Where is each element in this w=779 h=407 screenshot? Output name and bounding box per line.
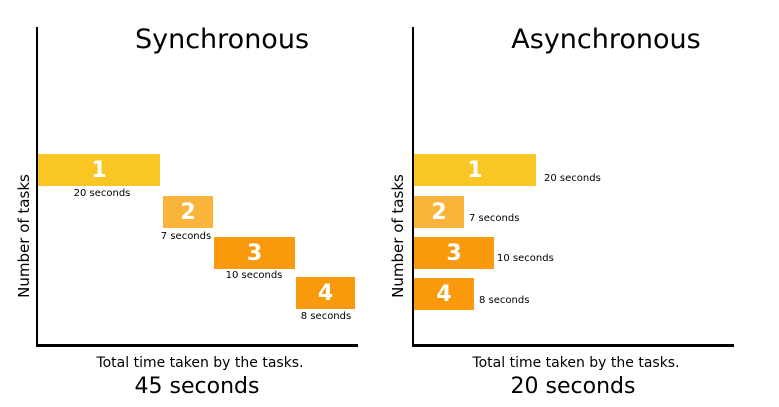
task-bar-1: 1 bbox=[414, 154, 536, 186]
task-bar-2: 2 bbox=[414, 196, 464, 228]
task-duration: 20 seconds bbox=[544, 173, 601, 184]
task-duration: 10 seconds bbox=[497, 253, 554, 264]
task-duration: 10 seconds bbox=[225, 270, 283, 281]
x-axis bbox=[36, 344, 358, 347]
task-duration: 7 seconds bbox=[160, 231, 212, 242]
task-bar-4: 4 bbox=[414, 278, 474, 310]
panel-title: Asynchronous bbox=[511, 24, 701, 55]
task-duration: 20 seconds bbox=[73, 188, 131, 199]
y-axis bbox=[36, 27, 38, 347]
footer-label: Total time taken by the tasks. bbox=[96, 355, 304, 371]
task-bar-3: 3 bbox=[414, 237, 494, 269]
total-time: 20 seconds bbox=[510, 374, 636, 399]
total-time: 45 seconds bbox=[134, 374, 260, 399]
footer-label: Total time taken by the tasks. bbox=[472, 355, 680, 371]
task-bar-4: 4 bbox=[296, 277, 355, 309]
x-axis bbox=[412, 344, 734, 347]
y-axis-label: Number of tasks bbox=[389, 174, 407, 298]
y-axis bbox=[412, 27, 414, 347]
task-bar-2: 2 bbox=[163, 196, 213, 228]
task-duration: 8 seconds bbox=[300, 311, 352, 322]
task-duration: 7 seconds bbox=[469, 213, 520, 224]
task-bar-3: 3 bbox=[214, 237, 295, 269]
panel-title: Synchronous bbox=[134, 24, 310, 55]
task-duration: 8 seconds bbox=[479, 295, 530, 306]
task-bar-1: 1 bbox=[38, 154, 160, 186]
y-axis-label: Number of tasks bbox=[15, 174, 33, 298]
